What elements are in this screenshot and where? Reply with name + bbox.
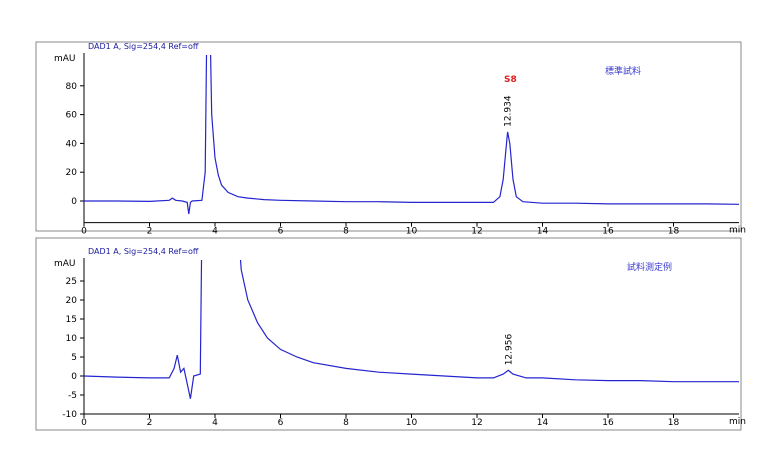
chart-title: DAD1 A, Sig=254,4 Ref=off	[88, 42, 199, 51]
y-axis-label: mAU	[54, 259, 76, 269]
x-tick-label: 12	[471, 227, 482, 237]
y-tick-label: 20	[66, 296, 78, 306]
x-tick-label: 12	[471, 418, 482, 428]
x-tick-label: 18	[668, 227, 680, 237]
y-tick-label: 25	[66, 277, 77, 287]
x-tick-label: 4	[212, 418, 218, 428]
annotation: 試料測定例	[627, 261, 672, 273]
y-tick-label: 40	[66, 139, 78, 149]
annotation: 標準試料	[605, 65, 641, 77]
annotation: S8	[504, 75, 517, 85]
panel-frame	[35, 41, 742, 232]
chromatogram-trace	[84, 260, 739, 399]
chromatogram-trace	[84, 55, 739, 215]
chart-panel: DAD1 A, Sig=254,4 Ref=offmAUmin020406080…	[35, 41, 746, 237]
y-tick-label: 20	[66, 168, 78, 178]
y-tick-label: 15	[66, 315, 77, 325]
y-tick-label: 0	[71, 372, 77, 382]
chart-panel: DAD1 A, Sig=254,4 Ref=off mAU min -10 -5 0 5 10…	[35, 237, 746, 431]
x-tick-label: 8	[343, 418, 349, 428]
x-tick-label: 6	[278, 418, 284, 428]
y-tick-label: 5	[71, 353, 77, 363]
y-tick-label: 60	[66, 111, 78, 121]
x-tick-label: 16	[602, 418, 614, 428]
x-tick-label: 0	[81, 418, 87, 428]
x-tick-label: 6	[278, 227, 284, 237]
panel-frame	[35, 237, 742, 431]
x-tick-label: 10	[406, 418, 418, 428]
x-tick-label: 14	[537, 418, 549, 428]
y-axis-label: mAU	[54, 54, 76, 64]
y-tick-label: 10	[66, 334, 78, 344]
x-tick-label: 2	[147, 418, 153, 428]
x-tick-label: 14	[537, 227, 549, 237]
x-tick-label: 18	[668, 418, 680, 428]
chart-title: DAD1 A, Sig=254,4 Ref=off	[88, 247, 199, 256]
x-tick-label: 0	[81, 227, 87, 237]
peak-label: 12.956	[504, 334, 514, 366]
x-tick-label: 16	[602, 227, 614, 237]
y-tick-label: 80	[66, 82, 78, 92]
x-tick-label: 10	[406, 227, 418, 237]
y-tick-label: 0	[71, 197, 77, 207]
y-tick-label: -10	[62, 410, 77, 420]
x-tick-label: 4	[212, 227, 218, 237]
x-axis-label: min	[729, 417, 746, 427]
x-tick-label: 8	[343, 227, 349, 237]
peak-label: 12.934	[504, 95, 514, 127]
x-tick-label: 2	[147, 227, 153, 237]
x-axis-label: min	[729, 226, 746, 236]
y-tick-label: -5	[68, 391, 77, 401]
